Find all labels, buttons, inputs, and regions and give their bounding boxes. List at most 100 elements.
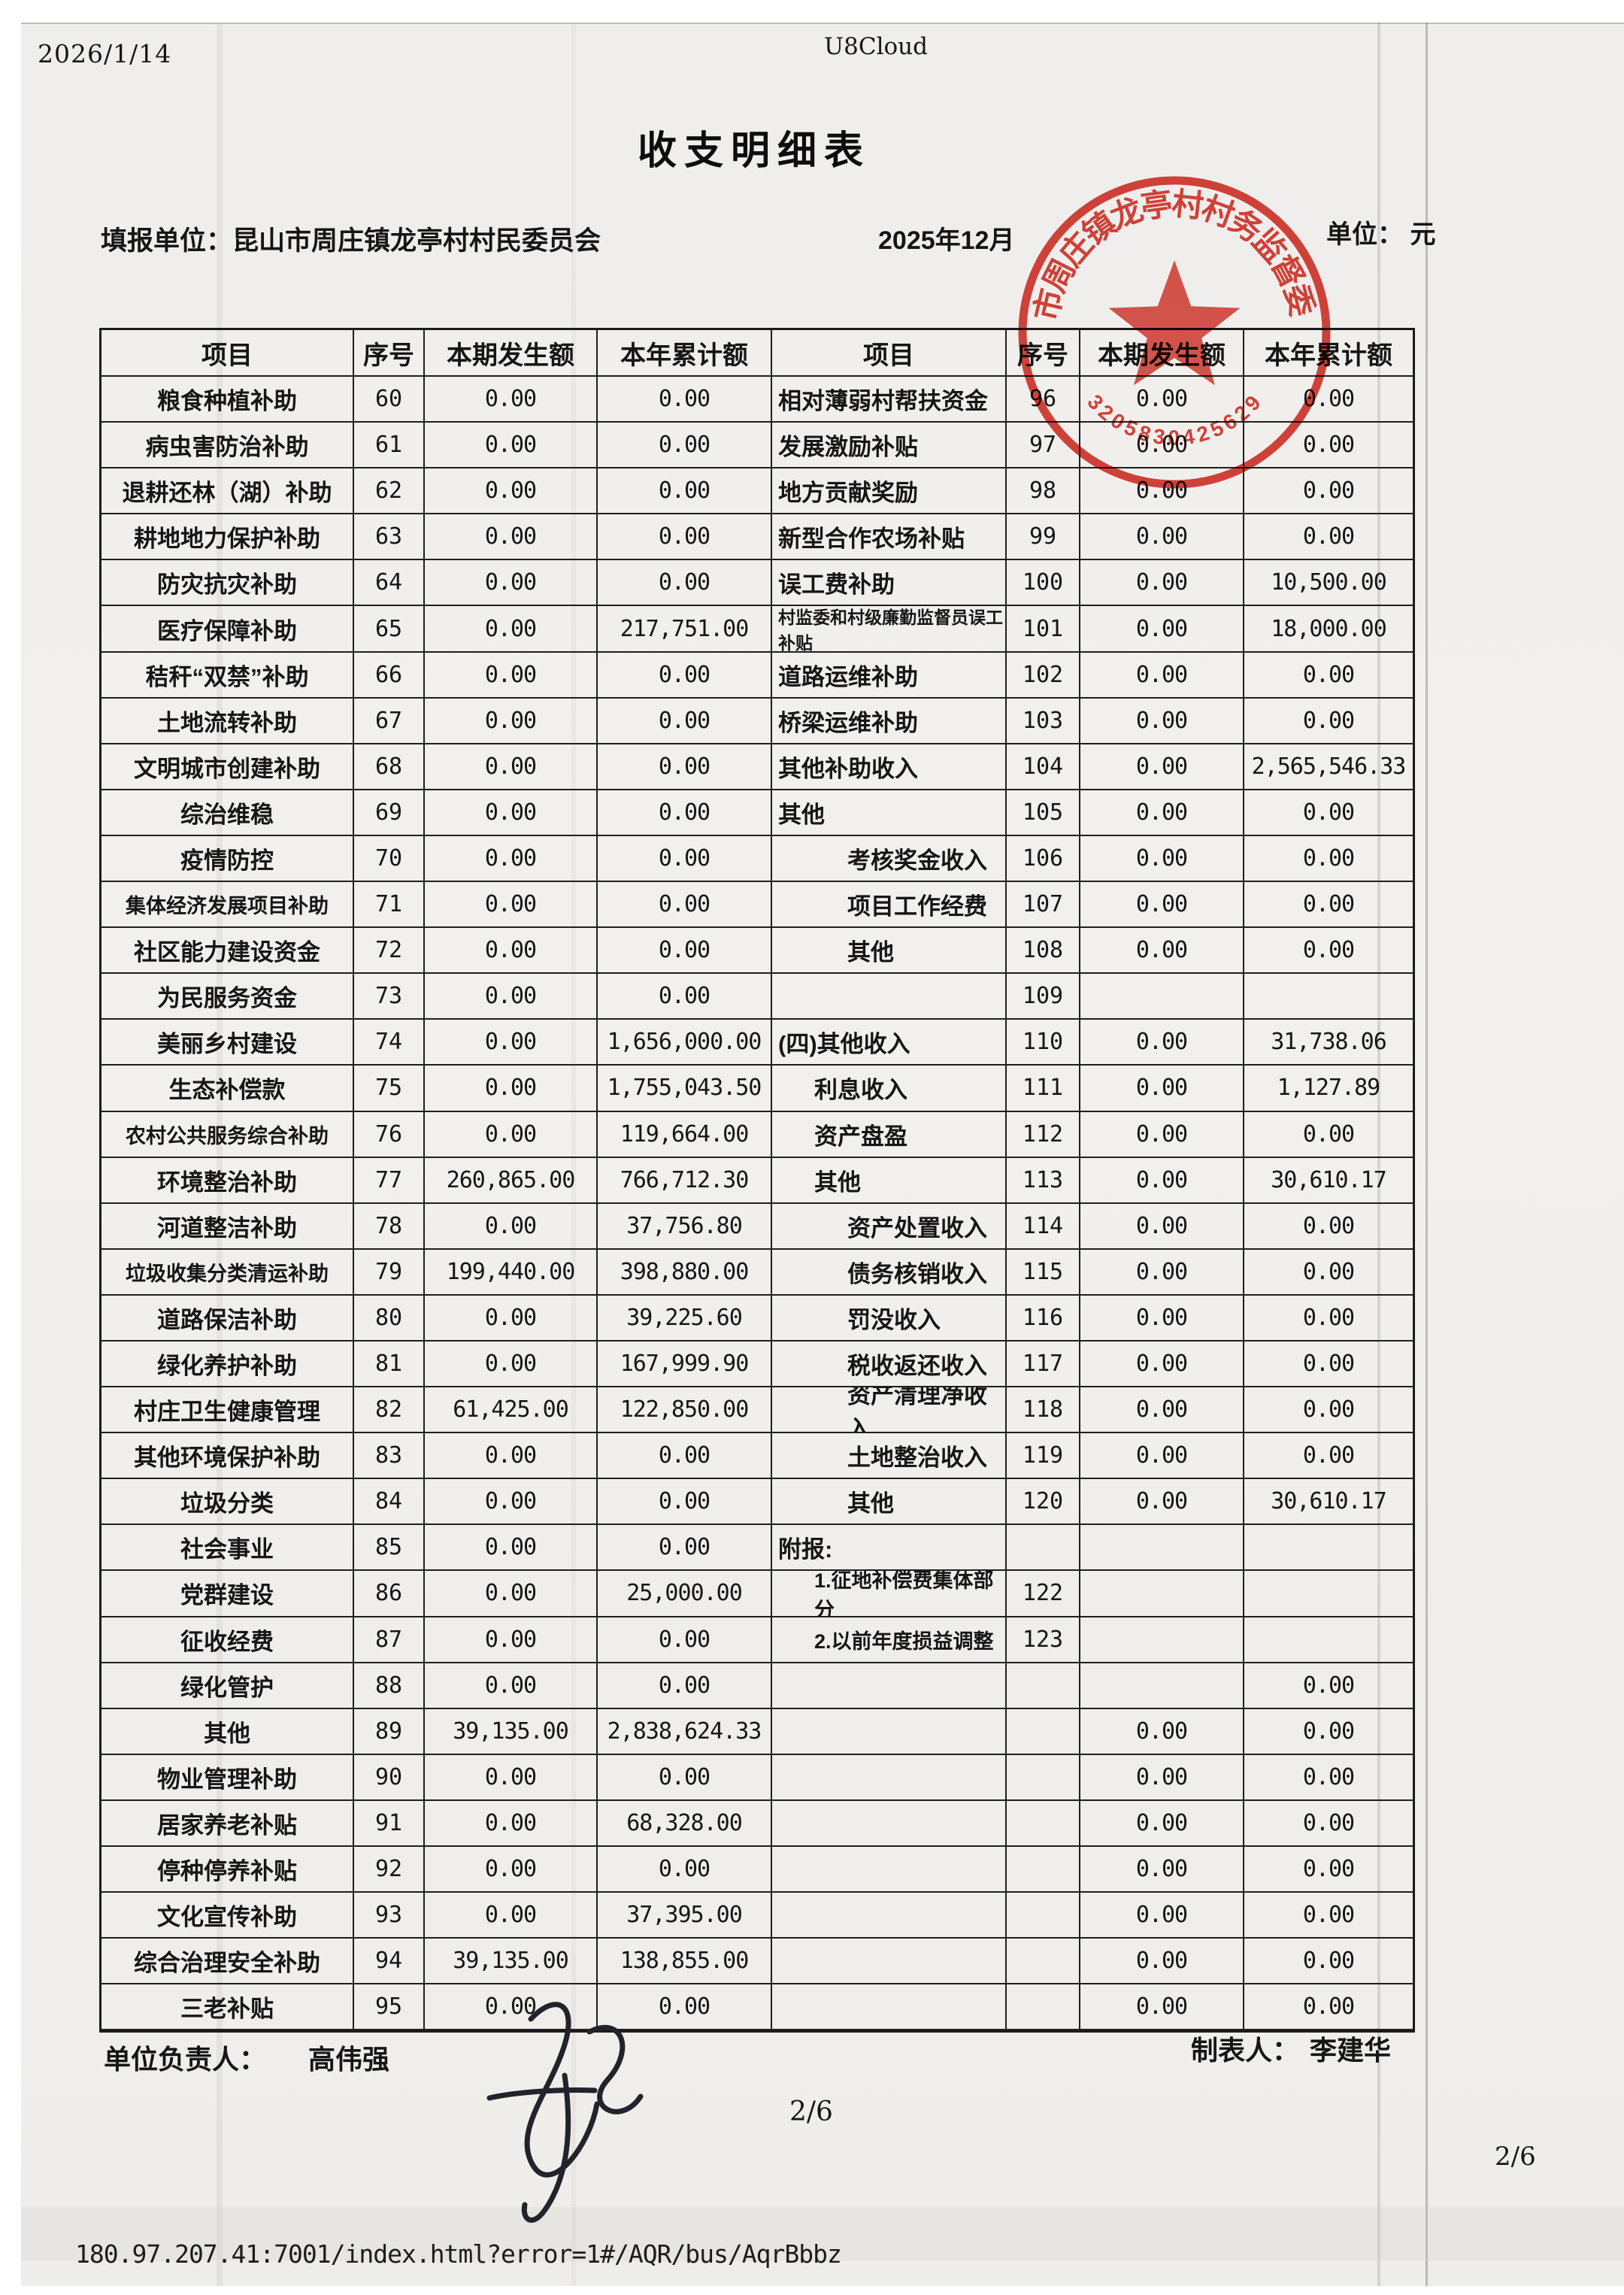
row-amount-ytd: 0.00 [598,377,772,423]
stamp-ring [1018,176,1331,489]
row-amount-ytd: 37,756.80 [598,1203,772,1250]
row-amount-ytd: 0.00 [598,560,772,607]
row-amount-current: 0.00 [425,1984,598,2031]
row-seq [1007,1984,1080,2031]
row-item-label: 文明城市创建补助 [102,744,354,790]
row-item-label: 河道整洁补助 [102,1203,354,1250]
column-header-seq: 序号 [354,330,425,377]
row-seq: 117 [1007,1341,1080,1388]
row-amount-current: 0.00 [425,1295,598,1342]
row-amount-current: 0.00 [425,1571,598,1617]
report-unit-value: 昆山市周庄镇龙亭村村民委员会 [232,226,601,256]
row-seq [1007,1893,1080,1939]
row-amount-current: 0.00 [1080,560,1244,607]
row-item-label: 社会事业 [102,1525,354,1572]
row-amount-ytd: 0.00 [1244,1709,1413,1755]
row-amount-ytd [1244,1571,1413,1617]
row-amount-current: 0.00 [1080,835,1244,883]
row-amount-ytd: 766,712.30 [598,1157,772,1204]
row-amount-ytd: 0.00 [598,423,772,469]
row-seq: 85 [354,1525,425,1572]
row-amount-current: 0.00 [425,974,598,1020]
row-item-label: 垃圾分类 [102,1479,354,1526]
row-item-label: 土地流转补助 [102,698,354,744]
row-amount-ytd: 1,755,043.50 [598,1066,772,1112]
paper-fold-line [1426,23,1428,2286]
row-item-label: (四)其他收入 [772,1020,1007,1066]
column-header-current: 本期发生额 [425,330,598,377]
print-footer-url: 180.97.207.41:7001/index.html?error=1#/A… [75,2239,842,2269]
row-amount-current: 0.00 [425,423,598,469]
stamp-star-icon [1108,260,1241,386]
row-item-label: 美丽乡村建设 [102,1020,354,1066]
row-amount-ytd: 18,000.00 [1244,606,1413,653]
row-amount-current: 0.00 [425,514,598,561]
row-amount-current [1080,1663,1244,1709]
row-item-label [772,1939,1007,1985]
row-seq [1007,1754,1080,1801]
row-item-label: 其他 [772,1479,1007,1526]
print-app-title: U8Cloud [824,33,928,60]
row-seq: 110 [1007,1020,1080,1066]
row-seq [1007,1663,1080,1709]
row-amount-ytd: 167,999.90 [598,1341,772,1388]
row-item-label: 病虫害防治补助 [102,423,354,469]
row-amount-ytd: 217,751.00 [598,606,772,653]
responsible-label: 单位负责人： [104,2044,267,2075]
row-item-label: 生态补偿款 [102,1066,354,1112]
row-amount-current: 0.00 [1080,1754,1244,1801]
row-amount-ytd: 0.00 [598,928,772,975]
row-amount-current: 0.00 [1080,1295,1244,1342]
row-item-label: 防灾抗灾补助 [102,560,354,607]
row-seq: 70 [354,835,425,883]
row-amount-ytd: 0.00 [1244,836,1413,883]
row-seq: 69 [354,790,425,836]
row-amount-ytd: 0.00 [1244,1893,1413,1939]
row-item-label: 农村公共服务综合补助 [102,1111,354,1158]
row-seq: 114 [1007,1203,1080,1250]
row-seq: 92 [354,1847,425,1893]
row-amount-current: 0.00 [425,1754,598,1801]
row-amount-current: 0.00 [425,560,598,607]
row-amount-ytd: 0.00 [598,652,772,699]
row-amount-current: 0.00 [1080,1066,1244,1112]
row-amount-current: 0.00 [1080,698,1244,744]
row-amount-ytd: 31,738.06 [1244,1020,1413,1066]
row-amount-current: 0.00 [425,652,598,699]
row-item-label: 居家养老补贴 [102,1800,354,1847]
row-item-label: 综合治理安全补助 [102,1939,354,1985]
row-amount-ytd: 0.00 [598,790,772,836]
column-header-item: 项目 [102,330,354,377]
row-item-label: 道路保洁补助 [102,1295,354,1342]
row-amount-ytd: 1,656,000.00 [598,1020,772,1066]
row-seq: 107 [1007,882,1080,929]
row-item-label: 税收返还收入 [772,1341,1007,1388]
row-item-label: 利息收入 [772,1066,1007,1112]
row-amount-current: 0.00 [1080,1111,1244,1158]
row-amount-ytd: 0.00 [598,1525,772,1572]
row-item-label: 附报: [772,1525,1007,1572]
row-amount-current: 0.00 [425,1893,598,1939]
row-amount-current: 0.00 [425,790,598,836]
responsible-name: 高伟强 [308,2044,390,2075]
row-amount-current: 0.00 [425,1479,598,1526]
row-seq: 90 [354,1754,425,1801]
row-item-label: 综治维稳 [102,790,354,836]
row-amount-ytd [1244,974,1413,1020]
row-item-label [772,1754,1007,1801]
row-item-label: 资产处置收入 [772,1203,1007,1250]
row-seq: 105 [1007,790,1080,836]
row-amount-ytd: 0.00 [1244,468,1413,515]
row-amount-current: 0.00 [1080,606,1244,653]
row-amount-ytd: 0.00 [1244,514,1413,561]
row-seq: 66 [354,652,425,699]
row-seq: 118 [1007,1387,1080,1434]
svg-text:3205830425629: 3205830425629 [1083,390,1266,450]
print-date: 2026/1/14 [38,39,172,68]
row-item-label: 村庄卫生健康管理 [102,1387,354,1434]
row-amount-ytd: 0.00 [598,1433,772,1480]
row-seq: 62 [354,468,425,515]
row-amount-current [1080,1571,1244,1617]
row-amount-current: 0.00 [1080,377,1244,423]
scanned-page: 2026/1/14 U8Cloud 收支明细表 填报单位：昆山市周庄镇龙亭村村民… [21,23,1624,2286]
